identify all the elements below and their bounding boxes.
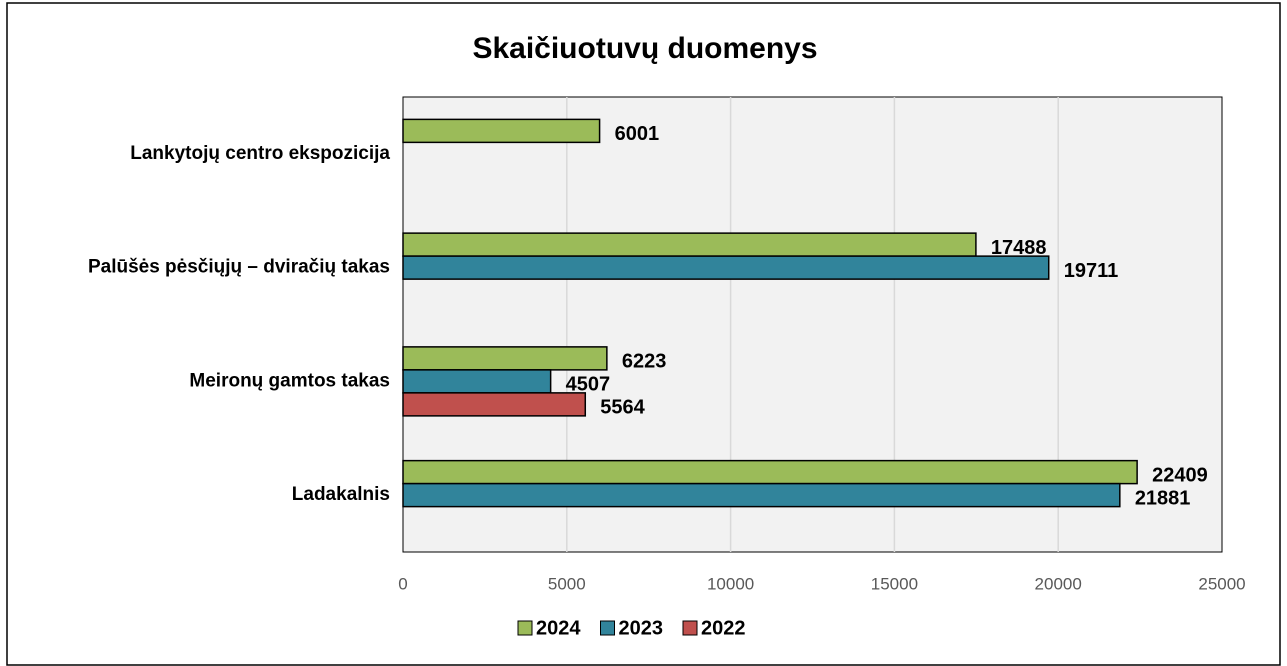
value-label: 6001: [615, 123, 660, 145]
bar: [402, 255, 1050, 280]
value-label: 21881: [1135, 487, 1191, 509]
x-tick-label: 10000: [707, 574, 754, 593]
bar: [402, 459, 1138, 485]
value-label: 6223: [622, 351, 667, 373]
x-tick-label: 25000: [1198, 574, 1245, 593]
value-label: 22409: [1152, 464, 1208, 486]
value-label: 5564: [600, 397, 645, 419]
chart-title: Skaičiuotuvų duomenys: [472, 32, 817, 65]
legend-label: 2024: [536, 617, 581, 639]
x-tick-label: 0: [398, 574, 407, 593]
legend-label: 2022: [701, 617, 746, 639]
x-tick-label: 20000: [1035, 574, 1082, 593]
y-tick-label: Meironų gamtos takas: [189, 370, 390, 391]
y-tick-label: Lankytojų centro ekspozicija: [130, 143, 390, 164]
legend-swatch: [600, 620, 615, 636]
legend-swatch: [517, 620, 533, 636]
bar: [402, 369, 552, 394]
bar: [402, 346, 608, 371]
bar: [402, 392, 587, 417]
legend-label: 2023: [619, 617, 664, 639]
value-label: 4507: [566, 374, 611, 396]
bar: [402, 118, 601, 144]
y-tick-label: Ladakalnis: [292, 484, 390, 505]
y-tick-label: Palūšės pėsčiųjų – dviračių takas: [88, 257, 390, 278]
bar: [402, 232, 977, 257]
bar: [402, 482, 1121, 508]
value-label: 19711: [1064, 260, 1119, 282]
x-tick-label: 15000: [871, 574, 918, 593]
legend-swatch: [682, 620, 698, 636]
value-label: 17488: [991, 237, 1047, 259]
x-tick-label: 5000: [548, 574, 586, 593]
